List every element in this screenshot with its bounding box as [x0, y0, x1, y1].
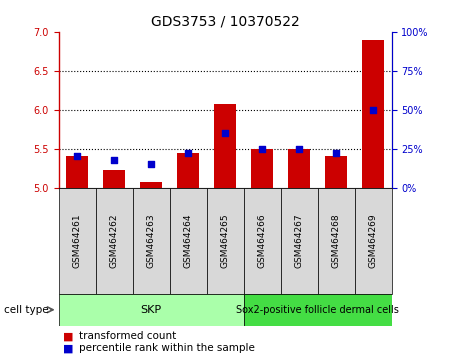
- Text: GSM464269: GSM464269: [369, 213, 378, 268]
- Bar: [58, 188, 95, 294]
- Text: GSM464265: GSM464265: [220, 213, 230, 268]
- Point: [221, 130, 229, 136]
- Bar: [58, 294, 243, 326]
- Text: percentile rank within the sample: percentile rank within the sample: [79, 343, 255, 353]
- Bar: [95, 188, 132, 294]
- Bar: [103, 171, 125, 188]
- Point: [184, 150, 192, 156]
- Text: GSM464262: GSM464262: [109, 213, 118, 268]
- Bar: [355, 188, 392, 294]
- Text: ■: ■: [63, 331, 73, 341]
- Bar: [207, 188, 243, 294]
- Text: GSM464268: GSM464268: [332, 213, 341, 268]
- Text: GSM464261: GSM464261: [72, 213, 81, 268]
- Bar: [251, 149, 273, 188]
- Text: GSM464266: GSM464266: [257, 213, 266, 268]
- Bar: [214, 103, 236, 188]
- Bar: [318, 188, 355, 294]
- Bar: [66, 156, 88, 188]
- Bar: [243, 188, 280, 294]
- Point: [295, 146, 302, 152]
- Point: [258, 146, 265, 152]
- Text: ■: ■: [63, 343, 73, 353]
- Text: GDS3753 / 10370522: GDS3753 / 10370522: [151, 14, 299, 28]
- Point: [333, 150, 340, 156]
- Bar: [140, 182, 162, 188]
- Point: [148, 161, 155, 167]
- Point: [110, 157, 117, 162]
- Text: GSM464264: GSM464264: [184, 213, 193, 268]
- Bar: [280, 188, 318, 294]
- Bar: [288, 149, 310, 188]
- Text: transformed count: transformed count: [79, 331, 176, 341]
- Text: GSM464267: GSM464267: [294, 213, 303, 268]
- Bar: [243, 294, 392, 326]
- Point: [369, 107, 377, 113]
- Bar: [362, 40, 384, 188]
- Text: GSM464263: GSM464263: [147, 213, 156, 268]
- Bar: [170, 188, 207, 294]
- Bar: [132, 188, 170, 294]
- Text: cell type: cell type: [4, 305, 49, 315]
- Text: SKP: SKP: [140, 305, 162, 315]
- Text: Sox2-positive follicle dermal cells: Sox2-positive follicle dermal cells: [236, 305, 399, 315]
- Bar: [177, 153, 199, 188]
- Bar: [325, 156, 347, 188]
- Point: [73, 154, 81, 159]
